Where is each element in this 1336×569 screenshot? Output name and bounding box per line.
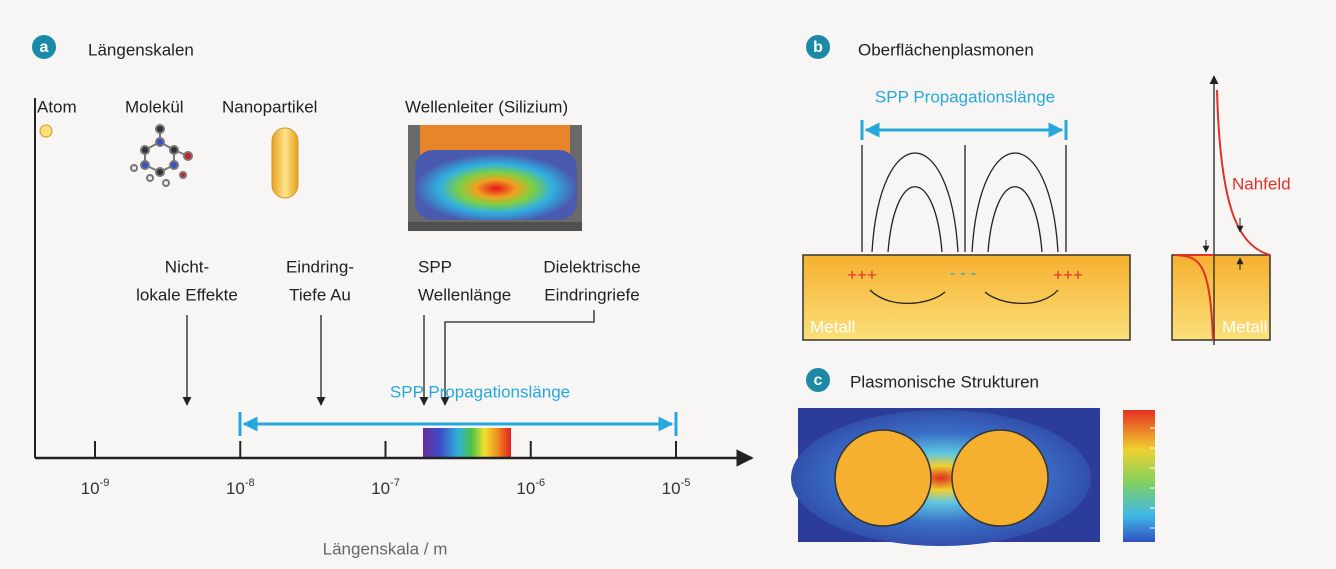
item-label: Molekül — [125, 97, 184, 116]
tick-base: 10 — [81, 479, 100, 498]
metal-label: Metall — [1222, 317, 1267, 336]
annotation: lokale Effekte — [136, 285, 238, 304]
axis-label: Längenskala / m — [323, 539, 448, 558]
tick-label: 10-5 — [662, 477, 691, 499]
nanoparticle-icon — [272, 128, 298, 198]
annotation: Nicht- — [165, 257, 209, 276]
propagation-label: SPP Propagationslänge — [390, 382, 570, 401]
item-label: Atom — [37, 97, 77, 116]
panel-letter: a — [40, 39, 49, 56]
atom-icon — [40, 125, 52, 137]
tick-label: 10-7 — [371, 477, 400, 499]
panel-letter: c — [814, 372, 823, 389]
colorbar — [1123, 410, 1155, 542]
tick-base: 10 — [662, 479, 681, 498]
tick-base: 10 — [371, 479, 390, 498]
tick-exponent: -9 — [100, 477, 110, 489]
panel-letter: b — [813, 39, 823, 56]
tick-label: 10-6 — [516, 477, 545, 499]
item-label: Wellenleiter (Silizium) — [405, 97, 568, 116]
annotation: Wellenlänge — [418, 285, 511, 304]
tick-exponent: -6 — [535, 477, 545, 489]
visible-spectrum — [423, 428, 511, 458]
annotation: Eindringriefe — [544, 285, 639, 304]
charge-label: - - - — [950, 263, 976, 282]
annotation: Tiefe Au — [289, 285, 351, 304]
waveguide-image — [408, 125, 582, 231]
annotation: Eindring- — [286, 257, 354, 276]
propagation-arrow — [862, 120, 1066, 140]
item-label: Nanopartikel — [222, 97, 317, 116]
panel-title: Längenskalen — [88, 40, 194, 59]
tick-base: 10 — [226, 479, 245, 498]
panel-title: Oberflächenplasmonen — [858, 40, 1034, 59]
tick-base: 10 — [516, 479, 535, 498]
annotation: Dielektrische — [543, 257, 640, 276]
molecule-icon — [131, 125, 192, 186]
field-lines — [862, 145, 1066, 252]
tick-label: 10-9 — [81, 477, 110, 499]
nearfield-label: Nahfeld — [1232, 174, 1291, 193]
tick-exponent: -8 — [245, 477, 255, 489]
propagation-label: SPP Propagationslänge — [875, 87, 1055, 106]
charge-label: +++ — [1053, 265, 1083, 284]
figure: a Längenskalen Atom Molekül Nanopartikel… — [0, 0, 1336, 569]
annotation: SPP — [418, 257, 452, 276]
charge-label: +++ — [847, 265, 877, 284]
field-map — [791, 408, 1100, 546]
page: {"panel_a": {"label": "a", "title": "Län… — [0, 0, 1336, 569]
tick-exponent: -7 — [390, 477, 400, 489]
tick-exponent: -5 — [681, 477, 691, 489]
tick-label: 10-8 — [226, 477, 255, 499]
panel-title: Plasmonische Strukturen — [850, 372, 1039, 391]
metal-label: Metall — [810, 317, 855, 336]
